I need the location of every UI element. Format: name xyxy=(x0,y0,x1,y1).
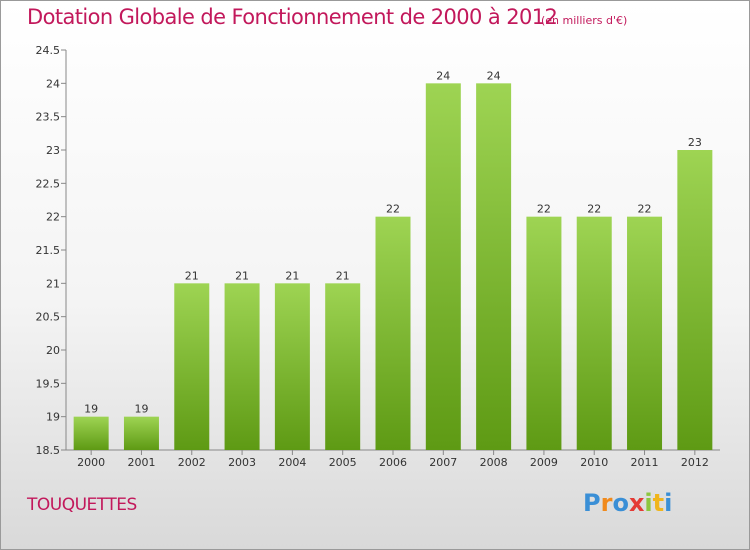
x-tick-label: 2004 xyxy=(278,456,306,469)
x-tick-label: 2007 xyxy=(429,456,457,469)
logo-letter: t xyxy=(652,489,665,517)
y-tick-label: 24 xyxy=(46,77,60,90)
y-tick-label: 21.5 xyxy=(36,244,61,257)
y-tick-label: 23.5 xyxy=(36,111,61,124)
bar-value-label: 21 xyxy=(185,269,199,282)
bar-value-label: 21 xyxy=(235,269,249,282)
y-tick-label: 22 xyxy=(46,211,60,224)
x-tick-label: 2006 xyxy=(379,456,407,469)
x-tick-label: 2012 xyxy=(681,456,709,469)
x-tick-label: 2009 xyxy=(530,456,558,469)
bar-value-label: 22 xyxy=(587,203,601,216)
x-tick-label: 2000 xyxy=(77,456,105,469)
y-tick-label: 19.5 xyxy=(36,377,61,390)
y-tick-label: 20.5 xyxy=(36,311,61,324)
bar xyxy=(576,216,612,450)
bar-value-label: 22 xyxy=(537,203,551,216)
chart-title: Dotation Globale de Fonctionnement de 20… xyxy=(27,5,558,29)
bar-value-label: 24 xyxy=(487,69,501,82)
x-tick-label: 2008 xyxy=(480,456,508,469)
y-tick-label: 23 xyxy=(46,144,60,157)
x-tick-label: 2011 xyxy=(631,456,659,469)
data-labels: 19 19 21 21 21 21 22 24 24 22 22 22 23 xyxy=(84,69,702,415)
bar xyxy=(526,216,562,450)
logo-letter: x xyxy=(628,489,645,517)
y-tick-label: 21 xyxy=(46,277,60,290)
bar xyxy=(73,416,109,450)
bar xyxy=(123,416,159,450)
unit-note: (en milliers d'€) xyxy=(541,14,628,27)
x-tick-label: 2005 xyxy=(329,456,357,469)
logo-letter: o xyxy=(612,489,629,517)
proxiti-logo: Proxiti xyxy=(583,489,672,517)
bar xyxy=(174,283,210,450)
bar-value-label: 19 xyxy=(134,403,148,416)
x-tick-label: 2010 xyxy=(580,456,608,469)
bar-value-label: 19 xyxy=(84,403,98,416)
y-tick-label: 18.5 xyxy=(36,444,61,457)
y-tick-label: 22.5 xyxy=(36,177,61,190)
logo-letter: P xyxy=(583,489,601,517)
logo-letter: i xyxy=(664,489,673,517)
x-tick-label: 2002 xyxy=(178,456,206,469)
bar-value-label: 21 xyxy=(285,269,299,282)
bar-value-label: 22 xyxy=(638,203,652,216)
bar xyxy=(224,283,260,450)
y-tick-label: 19 xyxy=(46,411,60,424)
bar-value-label: 22 xyxy=(386,203,400,216)
bar-value-label: 21 xyxy=(336,269,350,282)
x-tick-label: 2003 xyxy=(228,456,256,469)
bars xyxy=(73,83,713,450)
bar xyxy=(274,283,310,450)
bar xyxy=(677,150,713,450)
bar xyxy=(476,83,512,450)
commune-name: TOUQUETTES xyxy=(27,495,137,515)
logo-letter: i xyxy=(644,489,653,517)
bar xyxy=(425,83,461,450)
bar xyxy=(375,216,411,450)
bar-value-label: 23 xyxy=(688,136,702,149)
bar xyxy=(325,283,361,450)
y-tick-label: 24.5 xyxy=(36,44,61,57)
bar xyxy=(627,216,663,450)
y-tick-label: 20 xyxy=(46,344,60,357)
logo-letter: r xyxy=(600,489,613,517)
x-tick-label: 2001 xyxy=(127,456,155,469)
bar-value-label: 24 xyxy=(436,69,450,82)
